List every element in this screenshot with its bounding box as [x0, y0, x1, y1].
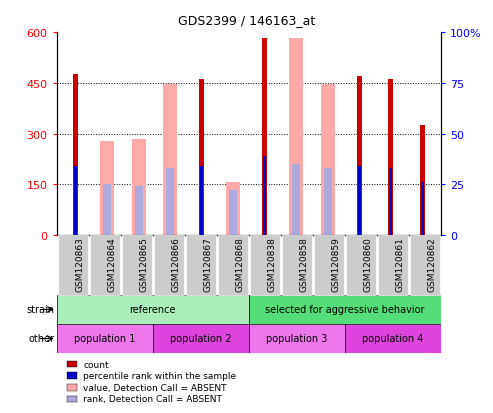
Bar [324, 169, 332, 235]
Bar [135, 187, 142, 235]
Bar [166, 169, 174, 235]
Bar [358, 166, 361, 235]
Text: GSM120867: GSM120867 [203, 236, 212, 291]
Bar [200, 166, 203, 235]
Bar [421, 183, 424, 235]
Bar [226, 182, 240, 235]
Text: population 1: population 1 [74, 334, 136, 344]
Bar [132, 140, 146, 235]
Text: population 2: population 2 [170, 334, 232, 344]
Text: GSM120862: GSM120862 [428, 237, 437, 291]
Bar [57, 324, 153, 353]
Bar [263, 157, 266, 235]
Bar [289, 39, 303, 235]
Bar [292, 165, 300, 235]
Bar [249, 295, 441, 324]
Bar [249, 324, 345, 353]
Text: population 4: population 4 [362, 334, 424, 344]
Text: strain: strain [26, 305, 54, 315]
Bar [163, 84, 177, 235]
Bar [73, 75, 78, 235]
Bar [100, 142, 114, 235]
Text: GSM120861: GSM120861 [395, 236, 405, 291]
Text: value, Detection Call = ABSENT: value, Detection Call = ABSENT [83, 383, 227, 392]
Bar [320, 85, 335, 235]
Text: GSM120858: GSM120858 [300, 236, 309, 291]
Text: GSM120866: GSM120866 [172, 236, 180, 291]
Text: rank, Detection Call = ABSENT: rank, Detection Call = ABSENT [83, 394, 222, 404]
Bar [345, 324, 441, 353]
Bar [357, 77, 362, 235]
Text: GSM120864: GSM120864 [107, 237, 116, 291]
Text: GSM120868: GSM120868 [236, 236, 245, 291]
Bar [153, 324, 249, 353]
Text: GSM120863: GSM120863 [75, 236, 84, 291]
Bar [420, 126, 424, 235]
Text: selected for aggressive behavior: selected for aggressive behavior [265, 305, 425, 315]
Text: GSM120860: GSM120860 [364, 236, 373, 291]
Text: GSM120865: GSM120865 [140, 236, 148, 291]
Text: count: count [83, 360, 109, 369]
Text: population 3: population 3 [266, 334, 328, 344]
Bar [262, 39, 267, 235]
Text: GSM120838: GSM120838 [267, 236, 277, 291]
Bar [199, 80, 204, 235]
Text: percentile rank within the sample: percentile rank within the sample [83, 371, 237, 380]
Text: GSM120859: GSM120859 [331, 236, 341, 291]
Bar [57, 295, 249, 324]
Bar [229, 191, 237, 235]
Bar [388, 80, 393, 235]
Bar [389, 169, 392, 235]
Text: GDS2399 / 146163_at: GDS2399 / 146163_at [178, 14, 315, 27]
Text: other: other [28, 334, 54, 344]
Text: reference: reference [130, 305, 176, 315]
Bar [74, 166, 77, 235]
Bar [103, 185, 111, 235]
